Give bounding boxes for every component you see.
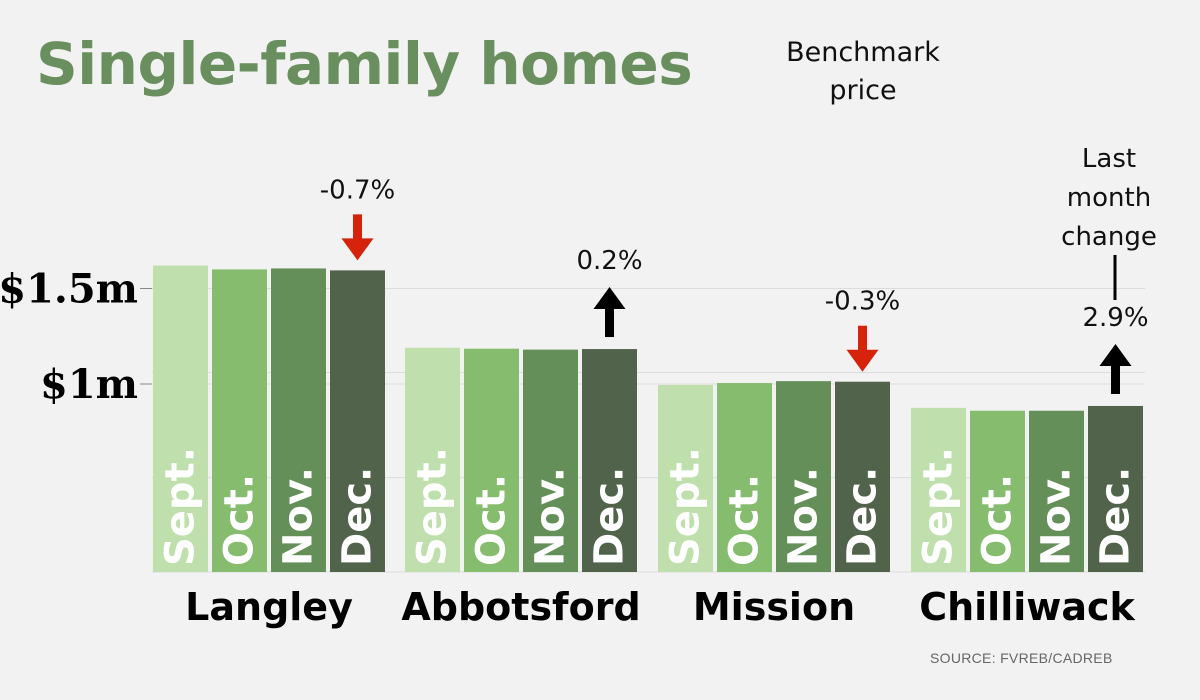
benchmark-note-line-1: Benchmark xyxy=(786,37,940,68)
bar-mission-nov xyxy=(776,381,831,572)
month-label: Nov. xyxy=(276,467,322,566)
bar-chilliwack-nov xyxy=(1029,410,1084,572)
month-label: Dec. xyxy=(840,467,886,566)
benchmark-note-line-2: price xyxy=(829,75,897,106)
month-label: Oct. xyxy=(722,474,768,566)
month-label: Oct. xyxy=(217,474,263,566)
change-label-mission: -0.3% xyxy=(825,287,900,317)
bar-langley-sept xyxy=(153,265,208,572)
group-label-chilliwack: Chilliwack xyxy=(919,585,1135,629)
month-label: Dec. xyxy=(335,467,381,566)
month-label: Dec. xyxy=(1093,467,1139,566)
month-label: Sept. xyxy=(663,447,709,566)
bar-abbotsford-nov xyxy=(523,349,578,572)
bar-langley-dec xyxy=(330,270,385,572)
month-label: Oct. xyxy=(469,474,515,566)
change-arrow-shaft xyxy=(605,307,614,338)
change-arrow-shaft xyxy=(353,214,362,241)
group-label-mission: Mission xyxy=(693,585,855,629)
month-label: Sept. xyxy=(916,447,962,566)
month-label: Dec. xyxy=(587,467,633,566)
change-note-line-2: month xyxy=(1066,183,1152,213)
bar-chilliwack-oct xyxy=(970,410,1025,572)
bar-mission-sept xyxy=(658,384,713,572)
arrow-up-icon xyxy=(593,287,626,310)
change-arrow-shaft xyxy=(1111,363,1120,394)
source-credit: SOURCE: FVREB/CADREB xyxy=(930,650,1113,666)
group-label-abbotsford: Abbotsford xyxy=(401,585,640,629)
benchmark-price-note: Benchmark price xyxy=(778,34,948,110)
bar-chilliwack-dec xyxy=(1088,405,1143,572)
bar-abbotsford-sept xyxy=(405,347,460,572)
month-label: Nov. xyxy=(528,467,574,566)
change-note-line-1: Last xyxy=(1081,144,1137,174)
bar-mission-oct xyxy=(717,383,772,572)
bar-chilliwack-sept xyxy=(911,407,966,572)
arrow-down-icon xyxy=(341,238,374,261)
bar-abbotsford-oct xyxy=(464,348,519,572)
change-note-line-3: change xyxy=(1061,222,1157,252)
y-tick-label: $1m xyxy=(40,361,138,408)
month-label: Nov. xyxy=(1034,467,1080,566)
month-label: Sept. xyxy=(410,447,456,566)
last-month-change-note: Last month change xyxy=(1050,140,1168,257)
month-label: Oct. xyxy=(975,474,1021,566)
bar-langley-nov xyxy=(271,268,326,572)
bar-langley-oct xyxy=(212,269,267,572)
chart-title: Single-family homes xyxy=(36,30,693,98)
bar-mission-dec xyxy=(835,381,890,572)
month-label: Nov. xyxy=(781,467,827,566)
change-label-abbotsford: 0.2% xyxy=(576,246,642,276)
arrow-up-icon xyxy=(1099,343,1132,366)
bar-abbotsford-dec xyxy=(582,349,637,572)
y-tick-label: $1.5m xyxy=(0,266,138,313)
group-label-langley: Langley xyxy=(185,585,353,629)
change-label-langley: -0.7% xyxy=(320,175,395,205)
change-arrow-shaft xyxy=(858,325,867,352)
change-label-chilliwack: 2.9% xyxy=(1082,303,1148,333)
month-label: Sept. xyxy=(158,447,204,566)
arrow-down-icon xyxy=(846,349,879,372)
